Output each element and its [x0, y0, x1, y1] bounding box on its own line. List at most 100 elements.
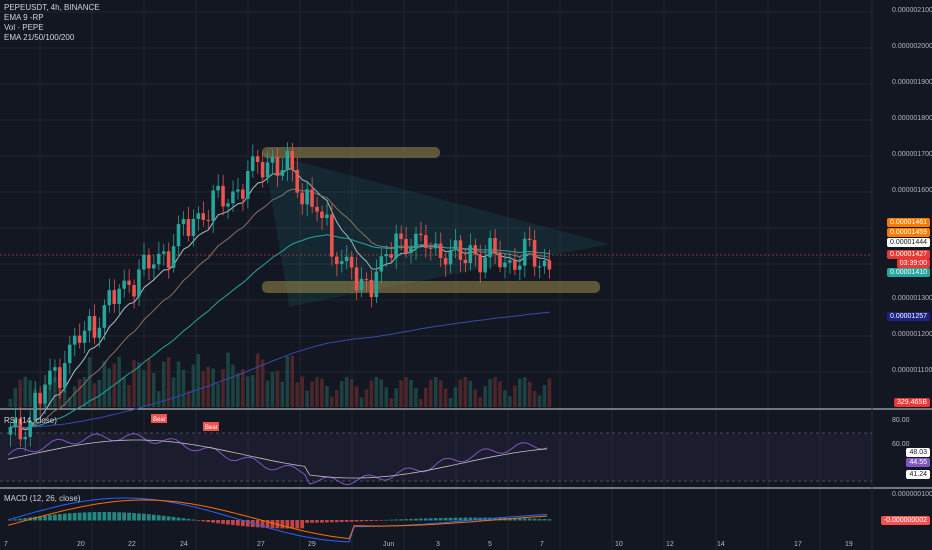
volume-bar: [527, 381, 532, 407]
macd-hist-bar: [399, 519, 403, 521]
rsi-tag: 41.24: [906, 470, 930, 479]
macd-hist-bar: [369, 520, 374, 521]
macd-hist-bar: [127, 512, 131, 521]
candle-body: [325, 214, 329, 219]
candle-body: [508, 260, 512, 263]
volume-bar: [82, 377, 87, 407]
macd-hist-bar: [448, 517, 453, 521]
volume-bar: [414, 388, 418, 407]
macd-hist-bar: [226, 520, 230, 525]
candle-body: [102, 305, 107, 328]
volume-bar: [389, 398, 393, 407]
macd-hist-bar: [364, 520, 369, 522]
candle-body: [483, 257, 487, 273]
candle-body: [147, 254, 151, 269]
macd-hist-bar: [196, 520, 201, 521]
volume-bar: [409, 379, 413, 407]
volume-bar: [374, 377, 379, 407]
volume-bar: [92, 383, 97, 407]
candle-body: [428, 247, 433, 249]
macd-hist-bar: [260, 520, 265, 528]
macd-hist-bar: [270, 520, 275, 529]
volume-bar: [152, 373, 156, 407]
macd-hist-bar: [117, 512, 122, 521]
volume-bar: [77, 379, 82, 407]
price-tag: 0.00001427: [887, 250, 930, 259]
macd-hist-bar: [92, 512, 97, 521]
candle-body: [349, 256, 354, 268]
volume-bar: [369, 380, 374, 407]
candle-body: [270, 156, 275, 163]
candle-body: [43, 384, 47, 404]
volume-bar: [384, 387, 388, 407]
macd-hist-bar: [404, 519, 408, 521]
macd-hist-bar: [389, 519, 394, 521]
macd-hist-bar: [38, 516, 42, 521]
candle-body: [181, 219, 186, 225]
macd-hist-bar: [23, 518, 28, 521]
volume-bar: [201, 371, 206, 407]
candle-body: [117, 288, 121, 305]
volume-bar: [117, 356, 121, 407]
candle-body: [236, 189, 240, 192]
candle-body: [300, 192, 304, 205]
volume-bar: [478, 397, 482, 407]
macd-hist-bar: [290, 520, 295, 529]
bear-label: Bear: [153, 417, 166, 423]
volume-bar: [547, 378, 552, 407]
volume-bar: [87, 357, 92, 407]
candle-body: [23, 436, 27, 440]
macd-hist-bar: [201, 520, 206, 522]
candle-body: [443, 258, 448, 265]
price-tag: 0.00001444: [887, 238, 930, 247]
volume-bar: [537, 395, 542, 407]
volume-bar: [102, 361, 107, 407]
macd-hist-bar: [67, 513, 72, 521]
volume-bar: [127, 385, 131, 407]
macd-hist-bar: [433, 518, 438, 521]
volume-bar: [8, 399, 13, 407]
macd-label: MACD (12, 26, close): [4, 494, 81, 503]
candle-body: [404, 238, 408, 253]
candle-body: [176, 224, 181, 247]
candle-body: [419, 233, 423, 236]
candle-body: [206, 219, 210, 221]
macd-hist-bar: [171, 516, 176, 521]
candle-body: [38, 392, 42, 404]
volume-bar: [354, 386, 359, 407]
candle-body: [374, 271, 379, 298]
volume-bar: [399, 380, 403, 407]
macd-hist-bar: [57, 514, 62, 521]
candle-body: [166, 251, 171, 268]
volume-bar: [443, 388, 448, 407]
volume-bar: [231, 364, 235, 407]
candle-body: [433, 243, 438, 249]
volume-bar: [532, 391, 537, 407]
candle-body: [409, 248, 413, 253]
volume-bar: [122, 377, 126, 407]
volume-bar: [196, 353, 201, 407]
volume-bar: [285, 355, 290, 407]
price-axis-label: 0.000002100: [892, 7, 932, 14]
legend-ema-multi: EMA 21/50/100/200: [4, 33, 75, 42]
rsi-line: [7, 433, 548, 486]
price-axis-label: 0.000001600: [892, 187, 932, 194]
macd-hist-bar: [8, 520, 13, 521]
rsi-pane: Bear Bear: [0, 414, 872, 486]
macd-axis-label: 0.000000100: [892, 491, 932, 498]
time-axis-label: 3: [436, 541, 440, 548]
candle-body: [517, 265, 522, 270]
volume-bar: [300, 376, 304, 407]
candle-body: [8, 427, 13, 435]
volume-bar: [463, 377, 468, 407]
macd-hist-bar: [265, 520, 270, 528]
candle-body: [196, 213, 201, 219]
time-axis-label: 20: [77, 541, 85, 548]
candle-body: [547, 260, 552, 270]
candle-body: [161, 251, 166, 254]
volume-bar: [339, 381, 344, 407]
macd-hist-bar: [310, 520, 314, 523]
candle-body: [33, 392, 37, 421]
